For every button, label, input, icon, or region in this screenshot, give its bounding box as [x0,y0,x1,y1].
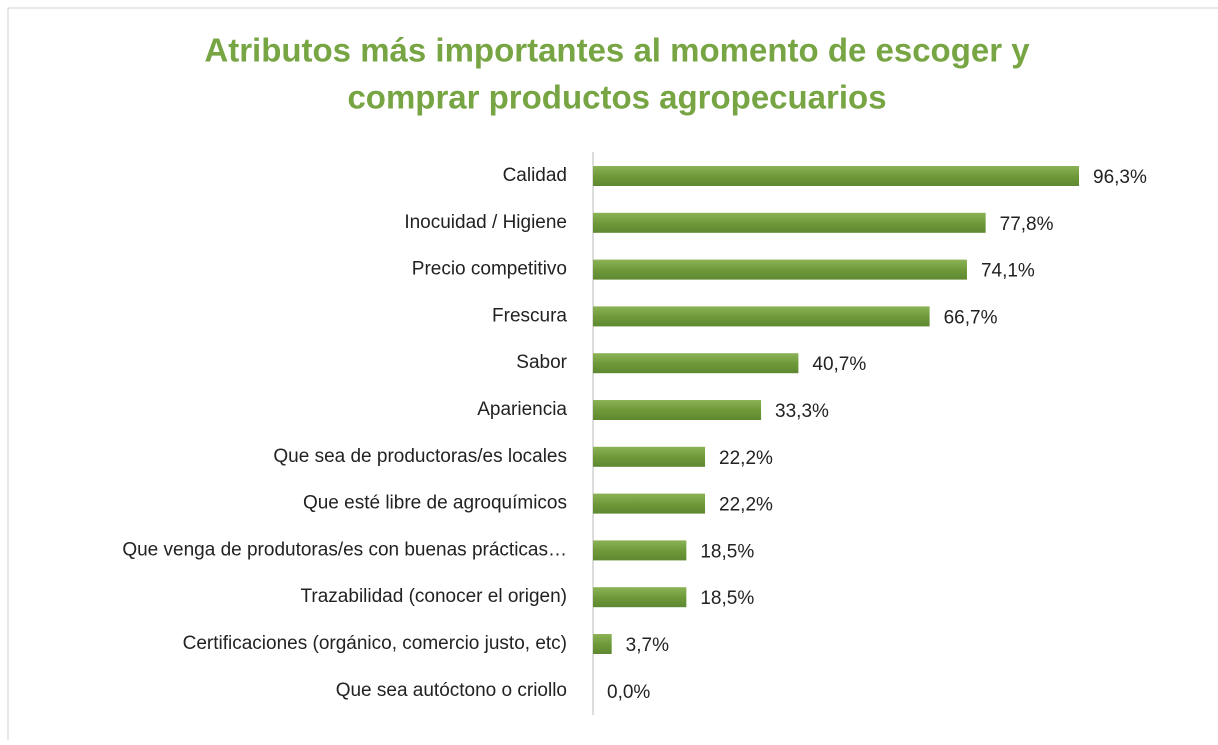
value-label: 0,0% [607,682,650,703]
category-label: Inocuidad / Higiene [404,212,567,233]
value-label: 22,2% [719,495,773,516]
category-label: Apariencia [477,399,567,420]
category-label: Certificaciones (orgánico, comercio just… [183,633,567,654]
chart-title: comprar productos agropecuarios [347,79,886,116]
category-label: Trazabilidad (conocer el origen) [301,586,567,607]
bar [593,587,687,608]
bar [593,353,799,374]
bar [593,493,706,514]
value-label: 74,1% [981,261,1035,282]
value-label: 33,3% [775,401,829,422]
bar [593,259,967,280]
category-label: Frescura [492,305,567,326]
category-label: Que sea autóctono o criollo [336,680,567,701]
value-label: 40,7% [812,354,866,375]
value-label: 18,5% [700,588,754,609]
bar [593,540,687,561]
category-label: Calidad [503,165,567,186]
value-label: 3,7% [626,635,669,656]
category-label: Que esté libre de agroquímicos [303,493,567,514]
value-label: 77,8% [1000,214,1054,235]
chart-title: Atributos más importantes al momento de … [204,32,1030,69]
category-label: Sabor [516,352,567,373]
category-label: Precio competitivo [412,259,567,280]
bar [593,212,986,233]
value-label: 96,3% [1093,167,1147,188]
bar [593,634,612,654]
bar [593,400,762,420]
category-label: Que venga de produtoras/es con buenas pr… [122,539,567,560]
bar [593,446,706,467]
value-label: 66,7% [944,307,998,328]
category-label: Que sea de productoras/es locales [273,446,567,467]
bar [593,306,930,327]
value-label: 22,2% [719,448,773,469]
value-label: 18,5% [700,541,754,562]
bar [593,166,1079,186]
